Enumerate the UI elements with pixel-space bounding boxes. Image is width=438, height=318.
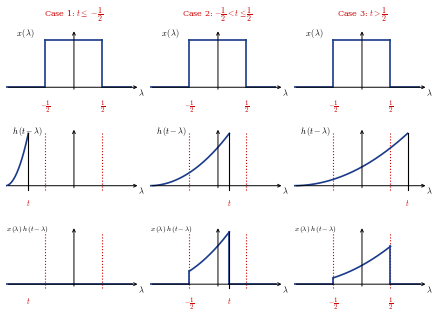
Text: $-\dfrac{1}{2}$: $-\dfrac{1}{2}$ bbox=[327, 296, 338, 312]
Text: $\lambda$: $\lambda$ bbox=[137, 88, 144, 98]
Text: $t$: $t$ bbox=[226, 197, 231, 208]
Text: $x\,(\lambda)$: $x\,(\lambda)$ bbox=[160, 27, 179, 40]
Text: $t$: $t$ bbox=[404, 197, 409, 208]
Text: $-\dfrac{1}{2}$: $-\dfrac{1}{2}$ bbox=[184, 296, 194, 312]
Text: $\lambda$: $\lambda$ bbox=[424, 186, 431, 197]
Text: $x\,(\lambda)$: $x\,(\lambda)$ bbox=[304, 27, 322, 40]
Text: $-\dfrac{1}{2}$: $-\dfrac{1}{2}$ bbox=[184, 99, 194, 115]
Text: $h\,(t-\lambda)$: $h\,(t-\lambda)$ bbox=[300, 125, 331, 138]
Title: Case 2: $-\dfrac{1}{2} < t \leq \dfrac{1}{2}$: Case 2: $-\dfrac{1}{2} < t \leq \dfrac{1… bbox=[182, 5, 253, 24]
Text: $\dfrac{1}{2}$: $\dfrac{1}{2}$ bbox=[387, 99, 392, 115]
Title: Case 1: $t \leq -\dfrac{1}{2}$: Case 1: $t \leq -\dfrac{1}{2}$ bbox=[44, 5, 103, 24]
Title: Case 3: $t > \dfrac{1}{2}$: Case 3: $t > \dfrac{1}{2}$ bbox=[336, 5, 386, 24]
Text: $\lambda$: $\lambda$ bbox=[281, 285, 287, 295]
Text: $h\,(t-\lambda)$: $h\,(t-\lambda)$ bbox=[12, 125, 43, 138]
Text: $\dfrac{1}{2}$: $\dfrac{1}{2}$ bbox=[387, 296, 392, 312]
Text: $\lambda$: $\lambda$ bbox=[424, 88, 431, 98]
Text: $\dfrac{1}{2}$: $\dfrac{1}{2}$ bbox=[99, 99, 105, 115]
Text: $\lambda$: $\lambda$ bbox=[137, 186, 144, 197]
Text: $\lambda$: $\lambda$ bbox=[281, 186, 287, 197]
Text: $-\dfrac{1}{2}$: $-\dfrac{1}{2}$ bbox=[327, 99, 338, 115]
Text: $x\,(\lambda)\,h\,(t-\lambda)$: $x\,(\lambda)\,h\,(t-\lambda)$ bbox=[149, 224, 192, 235]
Text: $\lambda$: $\lambda$ bbox=[281, 88, 287, 98]
Text: $\dfrac{1}{2}$: $\dfrac{1}{2}$ bbox=[243, 99, 249, 115]
Text: $-\dfrac{1}{2}$: $-\dfrac{1}{2}$ bbox=[40, 99, 51, 115]
Text: $x\,(\lambda)\,h\,(t-\lambda)$: $x\,(\lambda)\,h\,(t-\lambda)$ bbox=[293, 224, 336, 235]
Text: $x\,(\lambda)$: $x\,(\lambda)$ bbox=[17, 27, 35, 40]
Text: $h\,(t-\lambda)$: $h\,(t-\lambda)$ bbox=[156, 125, 187, 138]
Text: $x\,(\lambda)\,h\,(t-\lambda)$: $x\,(\lambda)\,h\,(t-\lambda)$ bbox=[6, 224, 49, 235]
Text: $\lambda$: $\lambda$ bbox=[137, 285, 144, 295]
Text: $t$: $t$ bbox=[226, 296, 231, 306]
Text: $t$: $t$ bbox=[26, 197, 31, 208]
Text: $\lambda$: $\lambda$ bbox=[424, 285, 431, 295]
Text: $t$: $t$ bbox=[26, 296, 31, 306]
